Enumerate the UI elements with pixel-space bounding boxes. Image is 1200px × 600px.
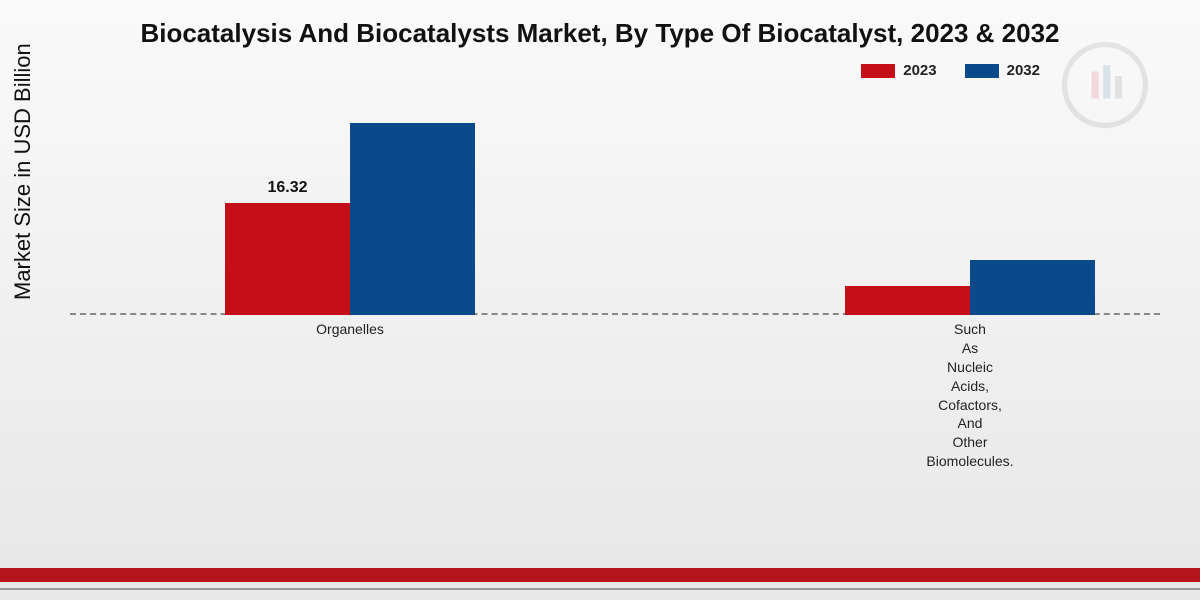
legend-item-2023: 2023 xyxy=(861,62,936,79)
bar-2023-cat1 xyxy=(845,286,970,315)
page-title: Biocatalysis And Biocatalysts Market, By… xyxy=(0,0,1200,49)
legend-label-2032: 2032 xyxy=(1007,62,1040,79)
legend-item-2032: 2032 xyxy=(965,62,1040,79)
footer-accent-bar xyxy=(0,568,1200,582)
chart-plot-area: 16.32 xyxy=(70,95,1160,315)
legend-label-2023: 2023 xyxy=(903,62,936,79)
footer-line xyxy=(0,588,1200,590)
x-axis-label-cat0: Organelles xyxy=(316,320,384,339)
y-axis-label: Market Size in USD Billion xyxy=(10,43,36,300)
bar-2032-cat1 xyxy=(970,260,1095,315)
bar-2023-cat0 xyxy=(225,203,350,315)
bar-value-label-cat0: 16.32 xyxy=(267,179,307,197)
legend: 2023 2032 xyxy=(861,62,1040,79)
bar-2032-cat0 xyxy=(350,123,475,316)
legend-swatch-2023 xyxy=(861,64,895,78)
x-axis-label-cat1: SuchAsNucleicAcids,Cofactors,AndOtherBio… xyxy=(926,320,1013,471)
legend-swatch-2032 xyxy=(965,64,999,78)
